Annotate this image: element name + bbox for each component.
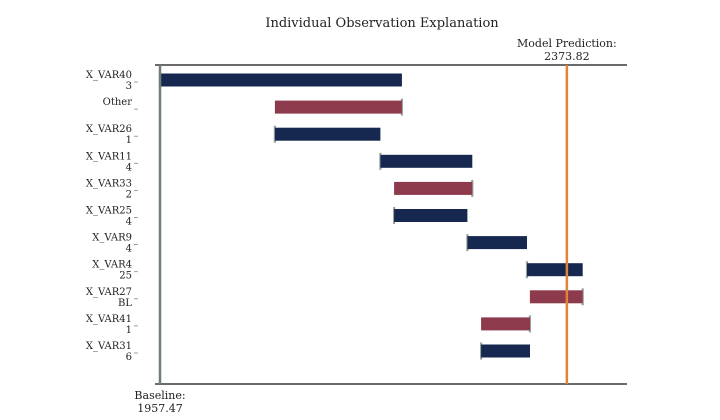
bar-4 — [394, 181, 473, 195]
y-tick-label-10: X_VAR31 — [86, 341, 132, 352]
y-tick-sublabel-2: 1 — [126, 135, 132, 146]
bar-8 — [529, 290, 583, 304]
y-tick-sublabel-3: 4 — [126, 162, 132, 173]
bar-1 — [274, 100, 402, 114]
y-tick-labels: X_VAR403OtherX_VAR261X_VAR114X_VAR332X_V… — [86, 70, 138, 363]
chart-title: Individual Observation Explanation — [265, 16, 499, 31]
y-tick-sublabel-7: 25 — [119, 271, 132, 282]
y-tick-label-7: X_VAR4 — [92, 260, 132, 271]
y-tick-label-0: X_VAR40 — [86, 70, 132, 81]
bar-10 — [481, 344, 530, 358]
y-tick-label-3: X_VAR11 — [86, 151, 132, 162]
y-tick-label-8: X_VAR27 — [86, 287, 132, 298]
y-tick-label-2: X_VAR26 — [86, 124, 132, 135]
y-tick-sublabel-10: 6 — [126, 352, 132, 363]
y-tick-sublabel-8: BL — [118, 298, 132, 309]
y-tick-sublabel-6: 4 — [126, 244, 132, 255]
bar-3 — [380, 154, 473, 168]
bar-2 — [274, 127, 381, 141]
y-tick-label-4: X_VAR33 — [86, 178, 132, 189]
connector-lines — [158, 71, 584, 360]
bar-9 — [481, 317, 530, 331]
bar-0 — [160, 73, 402, 87]
bar-6 — [467, 236, 527, 250]
y-tick-label-1: Other — [103, 97, 133, 108]
bar-7 — [527, 263, 583, 277]
bars-group — [160, 73, 583, 358]
prediction-value: 2373.82 — [544, 50, 590, 63]
baseline-value: 1957.47 — [137, 402, 183, 415]
y-tick-sublabel-5: 4 — [126, 217, 132, 228]
y-tick-sublabel-4: 2 — [126, 189, 132, 200]
baseline-label: Baseline: — [134, 389, 185, 402]
prediction-label: Model Prediction: — [517, 37, 617, 50]
y-tick-sublabel-0: 3 — [126, 81, 132, 92]
y-tick-label-5: X_VAR25 — [86, 206, 132, 217]
y-tick-label-9: X_VAR41 — [86, 314, 132, 325]
y-tick-label-6: X_VAR9 — [92, 233, 132, 244]
bar-5 — [394, 209, 468, 222]
y-tick-sublabel-9: 1 — [126, 325, 132, 336]
